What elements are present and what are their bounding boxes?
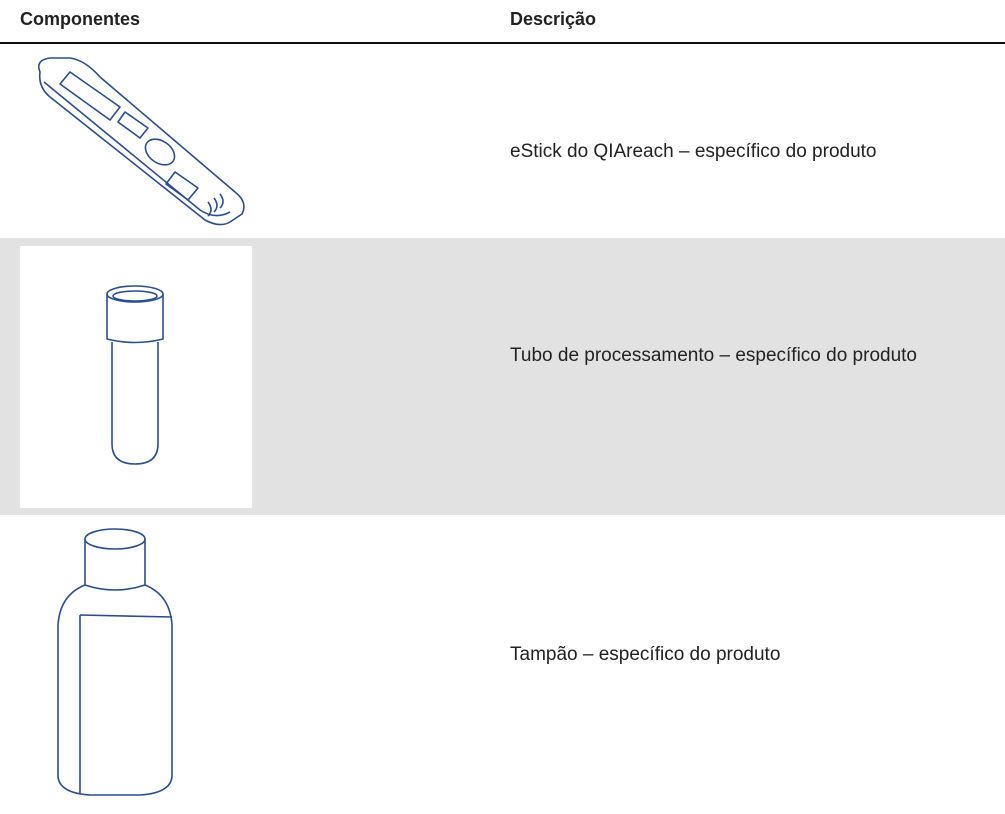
row-description: Tubo de processamento – específico do pr… bbox=[510, 345, 917, 366]
estick-illustration bbox=[37, 57, 245, 226]
header-cell: Descrição bbox=[510, 9, 597, 29]
table-row: Tubo de processamento – específico do pr… bbox=[0, 238, 1005, 515]
bottle-illustration bbox=[57, 528, 173, 796]
table-row: Tampão – específico do produto bbox=[0, 515, 1005, 814]
table-header: Componentes Descrição bbox=[0, 0, 1005, 44]
image-frame bbox=[20, 246, 252, 508]
header-cell: Componentes bbox=[20, 9, 141, 29]
row-description: Tampão – específico do produto bbox=[510, 644, 781, 665]
table-row: eStick do QIAreach – específico do produ… bbox=[0, 44, 1005, 238]
tube-illustration bbox=[106, 285, 164, 465]
row-description: eStick do QIAreach – específico do produ… bbox=[510, 141, 877, 162]
